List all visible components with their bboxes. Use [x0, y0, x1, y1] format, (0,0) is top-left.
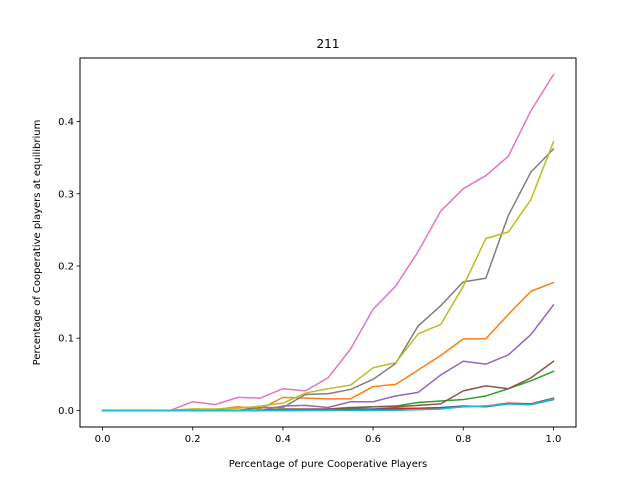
plot-lines — [101, 73, 555, 412]
y-axis-label: Percentage of Cooperative players at equ… — [32, 120, 43, 366]
y-tick-label: 0.1 — [58, 334, 74, 345]
x-tick-label: 0.6 — [365, 434, 381, 445]
x-tick-label: 0.2 — [185, 434, 201, 445]
y-tick-label: 0.3 — [58, 189, 74, 200]
y-tick-label: 0.0 — [58, 406, 74, 417]
x-tick-label: 0.8 — [455, 434, 471, 445]
y-tick-label: 0.4 — [58, 117, 74, 128]
series-line-7 — [101, 73, 555, 412]
series-line-10 — [101, 397, 555, 412]
y-tick-label: 0.2 — [58, 261, 74, 272]
x-axis-label: Percentage of pure Cooperative Players — [229, 459, 427, 470]
chart-title: 211 — [317, 37, 340, 51]
y-axis: 0.0 0.1 0.2 0.3 0.4 — [58, 117, 80, 417]
plot-frame — [79, 57, 577, 428]
x-axis: 0.0 0.2 0.4 0.6 0.8 1.0 — [95, 427, 562, 445]
x-tick-label: 0.4 — [275, 434, 291, 445]
x-tick-label: 1.0 — [546, 434, 562, 445]
x-tick-label: 0.0 — [95, 434, 111, 445]
